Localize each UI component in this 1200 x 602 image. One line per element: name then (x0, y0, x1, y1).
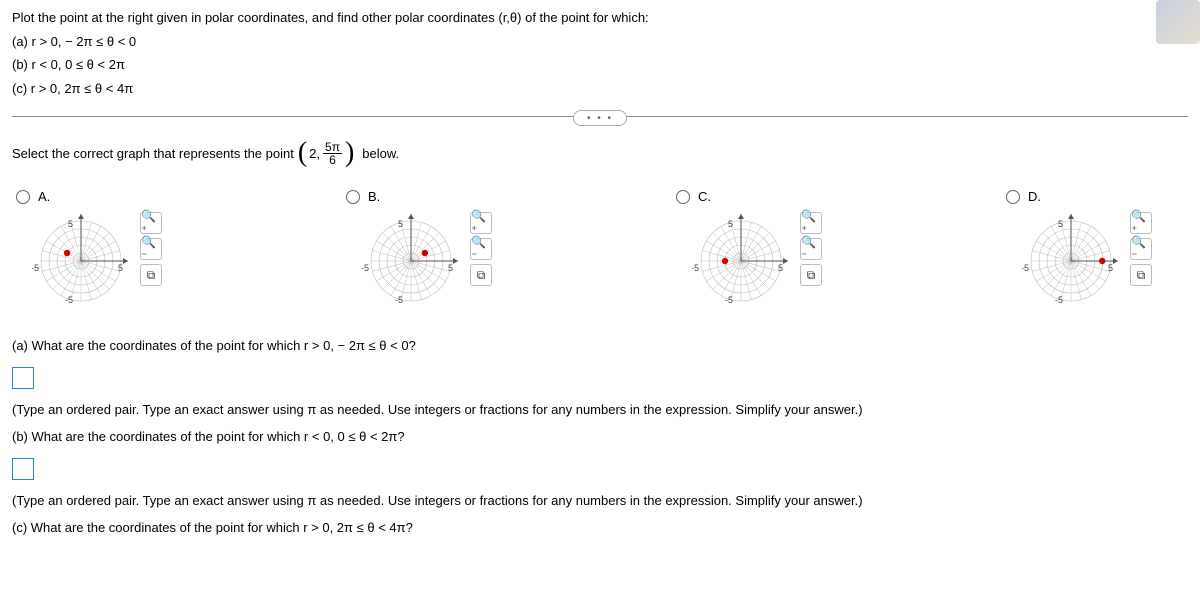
polar-grid: 5 -5 5 -5 (692, 212, 790, 310)
popout-icon[interactable]: ⧉ (800, 264, 822, 286)
answer-input-a[interactable] (12, 367, 34, 389)
zoom-out-icon[interactable]: 🔍⁻ (470, 238, 492, 260)
collapse-button[interactable]: • • • (573, 110, 627, 126)
zoom-out-icon[interactable]: 🔍⁻ (1130, 238, 1152, 260)
frac-num: 5π (323, 141, 342, 154)
svg-text:5: 5 (728, 219, 733, 229)
zoom-out-icon[interactable]: 🔍⁻ (140, 238, 162, 260)
frac-den: 6 (327, 154, 338, 166)
radio-a[interactable] (16, 190, 30, 204)
paren-left: ( (298, 139, 307, 167)
problem-line-c: (c) r > 0, 2π ≤ θ < 4π (12, 79, 1188, 99)
options-row: A. 5 -5 5 -5 🔍⁺ 🔍⁻ ⧉ B. 5 -5 5 -5 🔍⁺ 🔍⁻ ⧉ C. 5 -5 5 -5 🔍⁺ 🔍⁻ ⧉ D… (12, 189, 1188, 310)
select-prompt: Select the correct graph that represents… (12, 139, 1188, 167)
zoom-out-icon[interactable]: 🔍⁻ (800, 238, 822, 260)
option-label: A. (38, 189, 50, 204)
polar-plot: 5 -5 5 -5 (32, 212, 130, 310)
svg-text:-5: -5 (692, 263, 699, 273)
polar-plot: 5 -5 5 -5 (692, 212, 790, 310)
question-a: (a) What are the coordinates of the poin… (12, 338, 1188, 353)
option-b: B. 5 -5 5 -5 🔍⁺ 🔍⁻ ⧉ (342, 189, 672, 310)
svg-text:-5: -5 (65, 295, 73, 305)
plotted-point (722, 258, 728, 264)
svg-text:5: 5 (398, 219, 403, 229)
question-b: (b) What are the coordinates of the poin… (12, 429, 1188, 444)
svg-text:-5: -5 (32, 263, 39, 273)
option-label: C. (698, 189, 711, 204)
zoom-in-icon[interactable]: 🔍⁺ (800, 212, 822, 234)
question-c: (c) What are the coordinates of the poin… (12, 520, 1188, 535)
option-c: C. 5 -5 5 -5 🔍⁺ 🔍⁻ ⧉ (672, 189, 1002, 310)
svg-text:5: 5 (448, 263, 453, 273)
svg-text:-5: -5 (1022, 263, 1029, 273)
zoom-in-icon[interactable]: 🔍⁺ (1130, 212, 1152, 234)
zoom-in-icon[interactable]: 🔍⁺ (470, 212, 492, 234)
polar-grid: 5 -5 5 -5 (32, 212, 130, 310)
problem-line-b: (b) r < 0, 0 ≤ θ < 2π (12, 55, 1188, 75)
paren-right: ) (345, 139, 354, 167)
user-thumbnail (1156, 0, 1200, 44)
option-label: B. (368, 189, 380, 204)
zoom-in-icon[interactable]: 🔍⁺ (140, 212, 162, 234)
svg-text:-5: -5 (725, 295, 733, 305)
polar-grid: 5 -5 5 -5 (1022, 212, 1120, 310)
polar-plot: 5 -5 5 -5 (362, 212, 460, 310)
polar-grid: 5 -5 5 -5 (362, 212, 460, 310)
radio-b[interactable] (346, 190, 360, 204)
option-d: D. 5 -5 5 -5 🔍⁺ 🔍⁻ ⧉ (1002, 189, 1200, 310)
svg-text:-5: -5 (362, 263, 369, 273)
answer-input-b[interactable] (12, 458, 34, 480)
svg-text:-5: -5 (1055, 295, 1063, 305)
radio-c[interactable] (676, 190, 690, 204)
radio-d[interactable] (1006, 190, 1020, 204)
svg-text:-5: -5 (395, 295, 403, 305)
svg-text:5: 5 (1108, 263, 1113, 273)
option-a: A. 5 -5 5 -5 🔍⁺ 🔍⁻ ⧉ (12, 189, 342, 310)
point-r: 2, (309, 146, 320, 161)
plotted-point (1099, 258, 1105, 264)
svg-text:5: 5 (68, 219, 73, 229)
select-prefix: Select the correct graph that represents… (12, 146, 294, 161)
plotted-point (64, 250, 70, 256)
popout-icon[interactable]: ⧉ (470, 264, 492, 286)
plotted-point (422, 250, 428, 256)
svg-text:5: 5 (778, 263, 783, 273)
option-label: D. (1028, 189, 1041, 204)
polar-plot: 5 -5 5 -5 (1022, 212, 1120, 310)
hint-b: (Type an ordered pair. Type an exact ans… (12, 493, 1188, 508)
hint-a: (Type an ordered pair. Type an exact ans… (12, 402, 1188, 417)
svg-text:5: 5 (118, 263, 123, 273)
problem-line-a: (a) r > 0, − 2π ≤ θ < 0 (12, 32, 1188, 52)
popout-icon[interactable]: ⧉ (1130, 264, 1152, 286)
point-fraction: 5π 6 (323, 141, 342, 166)
popout-icon[interactable]: ⧉ (140, 264, 162, 286)
problem-intro: Plot the point at the right given in pol… (12, 8, 1188, 28)
svg-text:5: 5 (1058, 219, 1063, 229)
select-suffix: below. (362, 146, 399, 161)
